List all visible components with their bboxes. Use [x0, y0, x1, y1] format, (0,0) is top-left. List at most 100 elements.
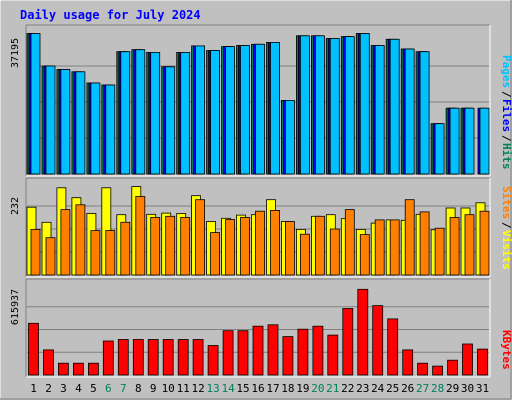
- bar-sites-day-27: [419, 211, 430, 276]
- bar-pages-day-28: [434, 123, 445, 175]
- bar-pages-day-10: [165, 66, 176, 175]
- day-label-25: 25: [386, 382, 399, 395]
- bar-pages-day-19: [299, 35, 310, 175]
- day-label-10: 10: [162, 382, 175, 395]
- panel-visits-sites: 232: [10, 177, 491, 278]
- legend-entry: Visits: [500, 230, 512, 270]
- bar-sites-day-31: [479, 210, 490, 276]
- day-label-27: 27: [416, 382, 429, 395]
- bar-pages-day-30: [464, 107, 475, 175]
- bar-sites-day-10: [165, 215, 176, 276]
- legend-entry: Hits: [500, 143, 512, 170]
- bar-sites-day-22: [344, 209, 355, 276]
- day-label-18: 18: [281, 382, 294, 395]
- bar-kbytes-day-14: [222, 330, 234, 376]
- panel-kbytes: 615937: [10, 278, 491, 378]
- bar-sites-day-5: [90, 230, 101, 276]
- bar-sites-day-23: [359, 234, 370, 276]
- bar-sites-day-6: [105, 230, 116, 276]
- day-label-12: 12: [191, 382, 204, 395]
- bar-kbytes-day-31: [477, 348, 488, 376]
- bar-kbytes-day-24: [372, 305, 384, 376]
- bar-kbytes-day-30: [462, 343, 473, 376]
- bar-kbytes-day-11: [177, 339, 189, 376]
- bar-pages-day-13: [210, 50, 221, 175]
- bar-pages-day-29: [449, 107, 460, 175]
- bar-pages-day-3: [60, 69, 71, 175]
- day-label-29: 29: [446, 382, 459, 395]
- day-label-7: 7: [120, 382, 127, 395]
- day-label-19: 19: [296, 382, 309, 395]
- bar-pages-day-11: [180, 52, 191, 175]
- bar-sites-day-8: [135, 196, 146, 276]
- bar-kbytes-day-27: [417, 362, 429, 376]
- bar-pages-day-22: [344, 36, 355, 175]
- bar-sites-day-3: [60, 209, 71, 276]
- bar-kbytes-day-13: [207, 345, 219, 376]
- panel-hits-files-pages: 37195: [10, 24, 491, 177]
- day-label-1: 1: [30, 382, 37, 395]
- day-label-14: 14: [221, 382, 235, 395]
- bar-kbytes-day-15: [237, 330, 249, 376]
- bar-kbytes-day-28: [432, 365, 444, 376]
- bar-sites-day-18: [284, 221, 295, 276]
- bar-sites-day-4: [75, 204, 86, 276]
- bar-kbytes-day-18: [282, 336, 294, 376]
- day-label-3: 3: [60, 382, 67, 395]
- legend-entry: Sites: [500, 186, 512, 219]
- bar-pages-day-18: [284, 100, 295, 175]
- bar-kbytes-day-29: [447, 359, 459, 376]
- bar-kbytes-day-3: [58, 362, 69, 376]
- bar-pages-day-4: [75, 71, 86, 175]
- day-label-20: 20: [311, 382, 324, 395]
- bar-pages-day-8: [135, 49, 146, 175]
- day-label-11: 11: [177, 382, 190, 395]
- bar-pages-day-31: [479, 107, 490, 175]
- bar-kbytes-day-20: [312, 325, 324, 376]
- bar-sites-day-2: [45, 237, 56, 276]
- bar-sites-day-15: [240, 217, 250, 276]
- bar-pages-day-27: [419, 51, 430, 175]
- y-max-label: 615937: [10, 289, 21, 325]
- chart-title: Daily usage for July 2024: [20, 8, 201, 22]
- day-label-4: 4: [75, 382, 82, 395]
- bar-sites-day-26: [404, 199, 415, 276]
- bar-sites-day-13: [210, 232, 221, 276]
- bar-kbytes-day-26: [402, 349, 414, 376]
- bar-pages-day-24: [374, 45, 385, 175]
- y-max-label: 232: [10, 197, 21, 215]
- bar-sites-day-11: [180, 217, 191, 276]
- day-label-17: 17: [266, 382, 279, 395]
- bar-pages-day-16: [255, 43, 265, 175]
- day-label-9: 9: [150, 382, 157, 395]
- bar-pages-day-25: [389, 38, 400, 175]
- day-label-22: 22: [341, 382, 354, 395]
- bar-kbytes-day-8: [132, 339, 144, 376]
- bar-sites-day-12: [195, 199, 206, 276]
- bar-kbytes-day-12: [192, 339, 204, 376]
- bar-pages-day-7: [120, 51, 131, 175]
- bar-sites-day-14: [225, 219, 236, 276]
- bar-pages-day-21: [329, 38, 340, 175]
- day-label-28: 28: [431, 382, 444, 395]
- day-label-30: 30: [461, 382, 474, 395]
- bar-sites-day-24: [374, 219, 385, 276]
- day-label-5: 5: [90, 382, 97, 395]
- legend-entry: KBytes: [500, 330, 512, 370]
- bar-kbytes-day-6: [102, 340, 114, 376]
- legend-entry: Files: [500, 99, 512, 132]
- bar-sites-day-7: [120, 221, 131, 276]
- bar-kbytes-day-9: [147, 339, 159, 376]
- bar-pages-day-6: [105, 84, 116, 175]
- legend-visits-sites: Sites /Visits: [500, 186, 512, 270]
- bar-pages-day-20: [314, 35, 325, 175]
- bar-kbytes-day-19: [297, 328, 309, 376]
- day-label-23: 23: [356, 382, 369, 395]
- bar-sites-day-20: [314, 215, 325, 276]
- bar-pages-day-12: [195, 45, 206, 175]
- bar-pages-day-9: [150, 52, 161, 175]
- bar-pages-day-5: [90, 82, 101, 175]
- bar-sites-day-17: [270, 209, 280, 276]
- bar-kbytes-day-10: [162, 339, 174, 376]
